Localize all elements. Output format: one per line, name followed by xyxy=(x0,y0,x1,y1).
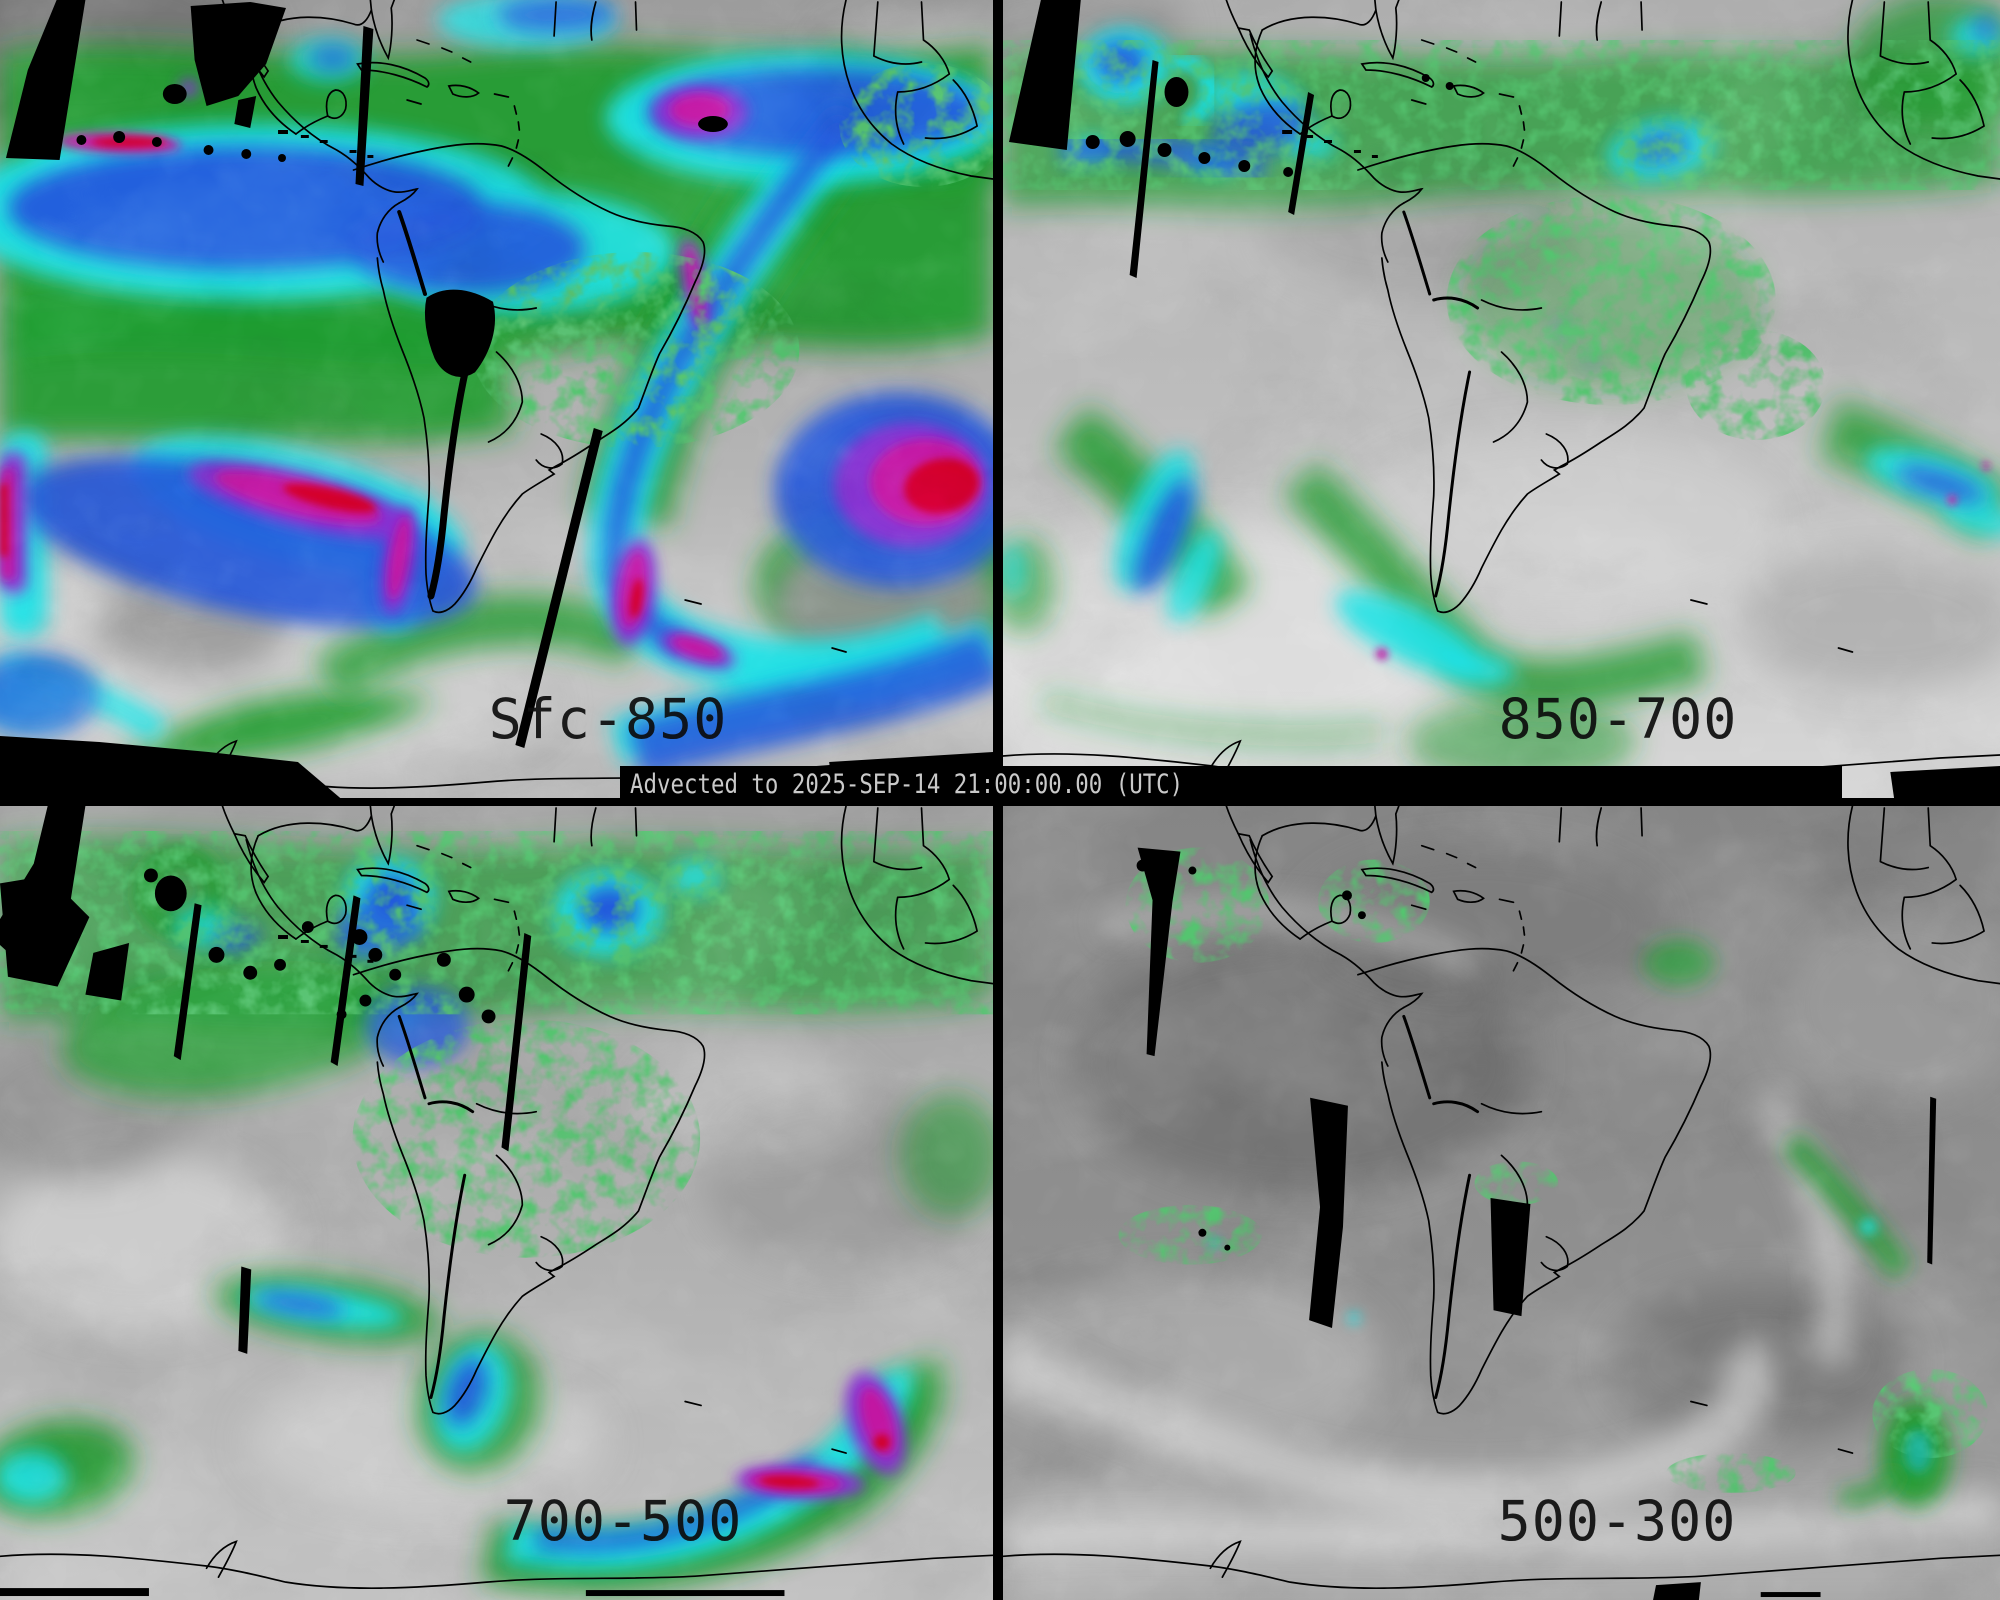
convection-specks xyxy=(1085,74,1454,177)
satellite-gores xyxy=(5,0,603,748)
map-850-700 xyxy=(1003,0,2000,800)
panel-label-700-500: 700-500 xyxy=(503,1489,743,1553)
map-sfc-850 xyxy=(0,0,993,800)
panel-700-500 xyxy=(0,806,993,1600)
timestamp-text: Advected to 2025-SEP-14 21:00:00.00 (UTC… xyxy=(630,769,1184,800)
satellite-gores xyxy=(1137,847,1937,1329)
antarctica-fill xyxy=(0,1588,785,1597)
map-500-300 xyxy=(1003,806,2000,1600)
panel-sfc-850 xyxy=(0,0,993,800)
panel-label-500-300: 500-300 xyxy=(1497,1489,1737,1553)
panel-label-850-700: 850-700 xyxy=(1498,687,1738,751)
satellite-gores xyxy=(0,806,532,1354)
satellite-gores xyxy=(1008,0,1315,278)
panel-850-700 xyxy=(1003,0,2000,800)
panel-500-300 xyxy=(1003,806,2000,1600)
timestamp-banner: Advected to 2025-SEP-14 21:00:00.00 (UTC… xyxy=(620,766,1842,804)
panel-label-sfc-850: Sfc-850 xyxy=(488,687,728,751)
convection-specks xyxy=(76,84,728,162)
antarctica-fill xyxy=(1890,766,2000,800)
map-700-500 xyxy=(0,806,993,1600)
antarctica-fill xyxy=(1653,1582,1821,1600)
